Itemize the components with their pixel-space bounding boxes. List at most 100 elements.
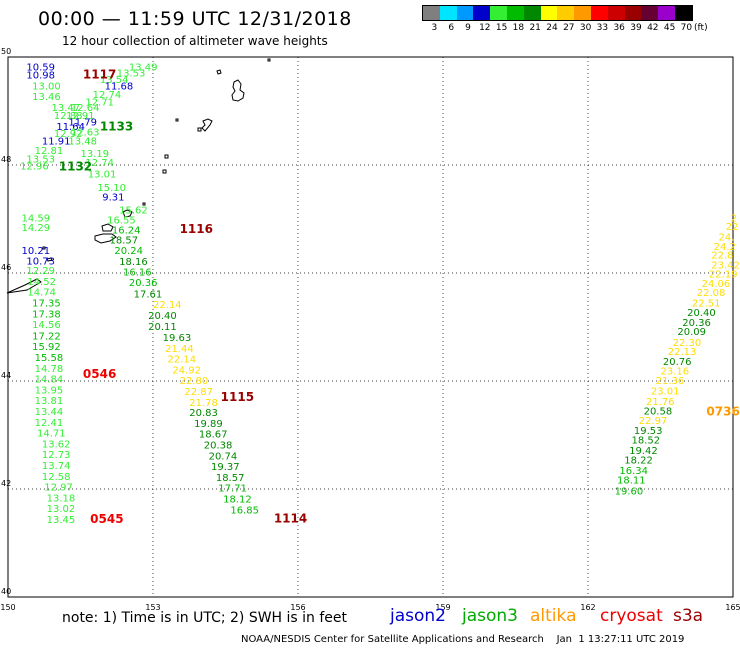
island-9 xyxy=(142,202,146,206)
legend-label-36: 36 xyxy=(613,23,625,33)
lon-tick-153: 153 xyxy=(145,603,160,612)
legend-swatch-3 xyxy=(423,6,440,20)
wave-reading: 13.02 xyxy=(47,504,76,515)
wave-reading: 15.62 xyxy=(119,206,148,217)
satellite-jason3: jason3 xyxy=(462,606,518,626)
wave-reading: 17.22 xyxy=(32,331,61,342)
legend-label-3: 3 xyxy=(431,23,438,33)
wave-reading: 20.76 xyxy=(663,357,692,368)
wave-reading: 10.21 xyxy=(22,246,51,257)
wave-reading: 12.64 xyxy=(71,103,100,114)
legend-swatch-36 xyxy=(607,6,625,20)
wave-reading: 12.96 xyxy=(20,161,49,172)
wave-reading: 15.10 xyxy=(97,183,126,194)
legend-swatch-15 xyxy=(490,6,507,20)
wave-reading: 14.56 xyxy=(32,320,61,331)
wave-reading: 19.89 xyxy=(194,419,223,430)
wave-reading: 13.95 xyxy=(35,385,64,396)
satellite-cryosat: cryosat xyxy=(600,606,663,626)
wave-reading: 24.06 xyxy=(702,279,731,290)
lon-tick-162: 162 xyxy=(580,603,595,612)
wave-reading: 22 xyxy=(726,222,739,233)
wave-reading: 16.34 xyxy=(619,466,648,477)
wave-reading: 13.00 xyxy=(32,81,61,92)
wave-reading: 22.51 xyxy=(692,298,721,309)
footer-notes: note: 1) Time is in UTC; 2) SWH is in fe… xyxy=(0,604,740,634)
wave-reading: 13.48 xyxy=(68,136,97,147)
island-15 xyxy=(6,278,42,294)
legend-swatch-6 xyxy=(439,6,457,20)
pass-time-label: 1117 xyxy=(83,68,116,82)
wave-reading: 20.09 xyxy=(677,327,706,338)
wave-reading: 24.2 xyxy=(714,242,736,253)
wave-reading: 20.38 xyxy=(204,441,233,452)
legend-swatch-30 xyxy=(574,6,591,20)
wave-reading: 12.58 xyxy=(42,472,71,483)
wave-reading: 23.01 xyxy=(651,387,680,398)
island-8 xyxy=(162,169,167,174)
wave-reading: 12.63 xyxy=(71,127,100,138)
wave-reading: 17.38 xyxy=(32,309,61,320)
wave-reading: 20.40 xyxy=(687,308,716,319)
wave-reading: 17.71 xyxy=(218,484,247,495)
wave-reading: 16.16 xyxy=(123,268,152,279)
wave-reading: 14.71 xyxy=(37,429,66,440)
island-2 xyxy=(231,79,245,102)
island-12 xyxy=(94,233,117,244)
wave-reading: 13.47 xyxy=(52,103,81,114)
lon-tick-150: 150 xyxy=(0,603,15,612)
legend-label-6: 6 xyxy=(448,23,455,33)
wave-reading: 16.24 xyxy=(112,226,141,237)
island-13 xyxy=(42,246,46,250)
wave-reading: 19.53 xyxy=(634,426,663,437)
wave-reading: 18.12 xyxy=(223,495,252,506)
island-14 xyxy=(46,257,53,262)
wave-reading: 17.35 xyxy=(32,298,61,309)
legend-label-30: 30 xyxy=(579,23,592,33)
wave-reading: 14.52 xyxy=(27,277,56,288)
pass-time-label: 1116 xyxy=(180,222,213,236)
page-title: 00:00 — 11:59 UTC 12/31/2018 xyxy=(38,8,352,30)
pass-time-label: 0545 xyxy=(90,512,123,526)
legend-swatch-33 xyxy=(590,6,608,20)
wave-reading: 19.63 xyxy=(163,333,192,344)
credit-line: NOAA/NESDIS Center for Satellite Applica… xyxy=(241,634,685,645)
wave-reading: 12.88 xyxy=(54,111,83,122)
kuril-islands-coastline xyxy=(6,58,271,294)
wave-reading: 11.64 xyxy=(56,122,85,133)
wave-reading: 24.92 xyxy=(172,365,201,376)
wave-reading: 19.60 xyxy=(615,486,644,497)
wave-reading: 20.36 xyxy=(129,278,158,289)
island-6 xyxy=(175,118,179,122)
page-subtitle: 12 hour collection of altimeter wave hei… xyxy=(62,34,328,48)
wave-reading: 12.92 xyxy=(54,129,83,140)
lat-tick-48: 48 xyxy=(1,155,11,164)
wave-reading: 21.76 xyxy=(646,397,675,408)
wave-reading: 18.11 xyxy=(617,476,646,487)
wave-reading: 22.19 xyxy=(709,269,738,280)
wave-reading: 22.87 xyxy=(184,387,213,398)
wave-reading: 20.11 xyxy=(148,322,177,333)
legend-swatch-21 xyxy=(523,6,541,20)
wave-reading: 22.08 xyxy=(697,288,726,299)
wave-reading: 13.53 xyxy=(117,68,146,79)
legend-swatch-18 xyxy=(506,6,524,20)
lon-tick-159: 159 xyxy=(435,603,450,612)
island-4 xyxy=(201,118,213,132)
wave-reading: 13.53 xyxy=(26,154,55,165)
wave-reading: 12.74 xyxy=(93,90,122,101)
wave-reading: 12.74 xyxy=(85,158,114,169)
lat-tick-42: 42 xyxy=(1,479,11,488)
map-frame xyxy=(7,56,734,598)
lon-tick-165: 165 xyxy=(725,603,740,612)
wave-reading: 20.36 xyxy=(682,318,711,329)
legend-label-18: 18 xyxy=(512,23,525,33)
wave-reading: 24. xyxy=(719,233,735,244)
wave-reading: 18.22 xyxy=(624,456,653,467)
color-legend: 3 6 9 12 15 18 21 24 27 30 33 36 39 42 45 70 (ft) xyxy=(422,5,708,35)
wave-reading: 20.40 xyxy=(148,311,177,322)
wave-reading: 12.81 xyxy=(35,146,64,157)
wave-reading: 9.31 xyxy=(102,193,124,204)
wave-reading: 14.78 xyxy=(35,364,64,375)
